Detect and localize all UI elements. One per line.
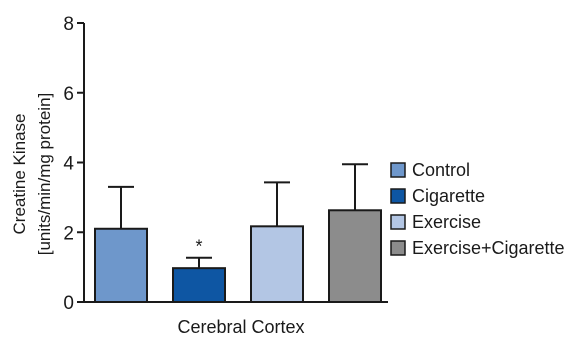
y-tick-label: 2 [63, 223, 74, 244]
legend-swatch [390, 214, 406, 230]
legend: Control Cigarette Exercise Exercise+Cigaret… [390, 160, 565, 258]
legend-label: Control [412, 160, 470, 180]
bars [94, 209, 382, 304]
error-bars [108, 163, 368, 269]
significance-marker: * [195, 237, 202, 257]
bar-exercise-cigarette [328, 209, 382, 303]
y-tick-label: 6 [63, 84, 74, 105]
legend-swatch [390, 162, 406, 178]
legend-swatch [390, 188, 406, 204]
bar-exercise [250, 225, 304, 303]
bar-cigarette [172, 267, 226, 304]
legend-swatch [390, 240, 406, 256]
legend-label: Cigarette [412, 186, 485, 206]
annotations: * [195, 237, 202, 257]
legend-label: Exercise [412, 212, 481, 232]
y-axis-label: Creatine Kinase [units/min/mg protein] [10, 93, 54, 256]
y-axis-label-line-2: [units/min/mg protein] [35, 93, 54, 256]
y-tick-label: 8 [63, 14, 74, 35]
y-tick-label: 0 [63, 293, 74, 314]
x-axis-label: Cerebral Cortex [177, 317, 304, 337]
y-tick-label: 4 [63, 154, 74, 175]
legend-label: Exercise+Cigarette [412, 238, 565, 258]
y-axis-label-line-1: Creatine Kinase [10, 114, 29, 235]
bar-control [94, 227, 148, 303]
